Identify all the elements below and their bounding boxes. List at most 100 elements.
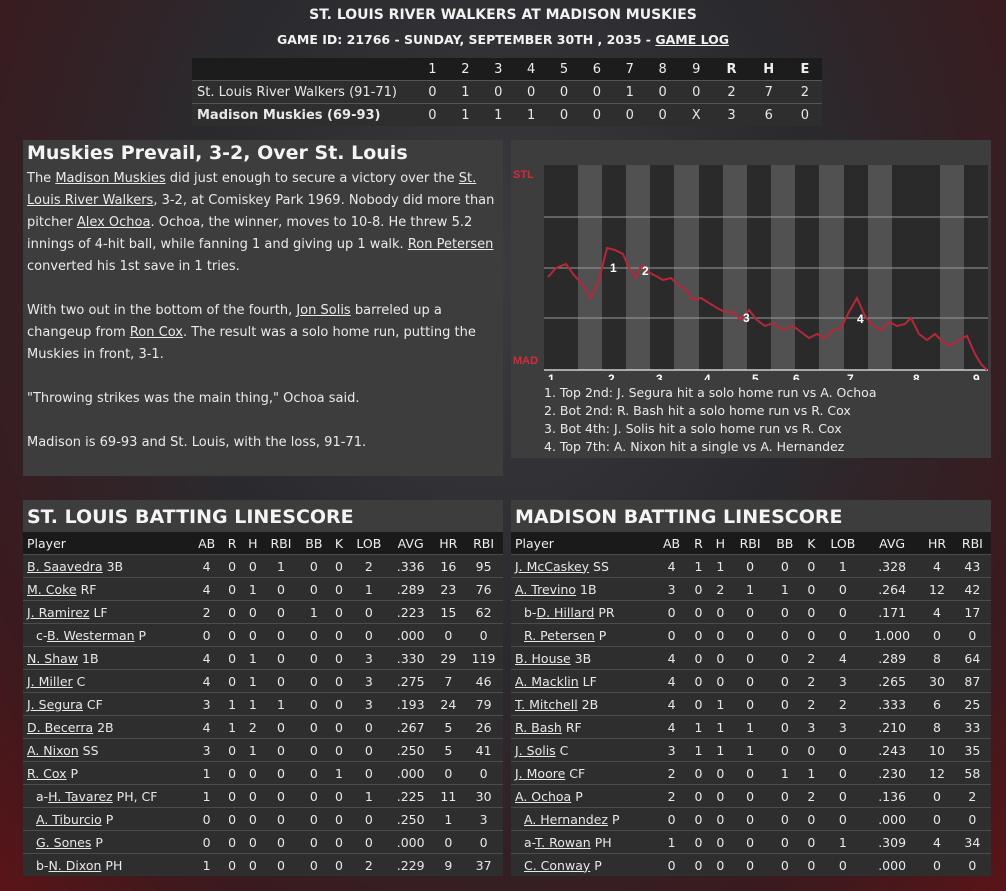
batting-col-header: LOB — [830, 535, 856, 551]
player-link[interactable]: J. Segura — [27, 696, 83, 712]
stat-cell: 1 — [202, 857, 211, 873]
player-link[interactable]: J. Ramirez — [27, 604, 90, 620]
stat-cell: 3 — [807, 719, 816, 735]
stat-cell: 0 — [694, 834, 703, 850]
player-link[interactable]: B. House — [515, 650, 571, 666]
key-play-note: 2. Bot 2nd: R. Bash hit a solo home run … — [544, 403, 851, 418]
batting-row: c-B. Westerman P 0 0 0 0 0 0 0.000 0 0 — [23, 623, 503, 647]
player-link[interactable]: T. Rowan — [535, 834, 591, 850]
player-link[interactable]: A. Tiburcio — [36, 811, 102, 827]
player-position: 2B — [577, 696, 599, 712]
player-position: 2B — [93, 719, 114, 735]
stat-cell: 6 — [933, 696, 941, 712]
batting-row: R. Petersen P 0 0 0 0 0 0 0 1.000 0 0 — [511, 623, 991, 647]
linescore-team-name[interactable]: St. Louis River Walkers (91-71) — [197, 84, 397, 100]
story-paragraph-1: The Madison Muskies did just enough to s… — [27, 171, 495, 274]
story-link[interactable]: Alex Ochoa — [76, 215, 151, 230]
stat-cell: 0 — [933, 627, 941, 643]
stat-cell: 0 — [746, 627, 755, 643]
key-play-marker[interactable]: 3 — [743, 311, 750, 325]
player-link[interactable]: B. Saavedra — [27, 558, 103, 574]
stat-cell: 26 — [475, 719, 492, 735]
player-link[interactable]: J. Solis — [515, 742, 556, 758]
player-link[interactable]: M. Coke — [27, 581, 77, 597]
batting-col-header: LOB — [356, 535, 382, 551]
player-link[interactable]: G. Sones — [36, 834, 92, 850]
player-link[interactable]: A. Trevino — [515, 581, 577, 597]
story-link[interactable]: Madison Muskies — [55, 171, 166, 186]
stat-cell: 0 — [780, 834, 789, 850]
story-link[interactable]: Jon Solis — [296, 303, 351, 318]
stat-cell: 0 — [694, 696, 703, 712]
player-link[interactable]: D. Becerra — [27, 719, 94, 735]
stat-cell: .336 — [396, 558, 425, 574]
stat-cell: 0 — [364, 719, 373, 735]
stat-cell: 0 — [667, 811, 676, 827]
player-link[interactable]: A. Nixon — [27, 742, 79, 758]
player-link[interactable]: J. Miller — [27, 673, 73, 689]
player-link[interactable]: H. Tavarez — [48, 788, 113, 804]
player-link[interactable]: A. Ochoa — [515, 788, 572, 804]
player-link[interactable]: D. Hillard — [536, 604, 595, 620]
player-link[interactable]: N. Dixon — [48, 857, 102, 873]
linescore-cell: 1 — [461, 107, 470, 123]
player-link[interactable]: J. McCaskey — [515, 558, 590, 574]
stat-cell: 0 — [228, 742, 237, 758]
player-link[interactable]: N. Shaw — [27, 650, 79, 666]
mad-batting-title: MADISON BATTING LINESCORE — [515, 506, 843, 528]
sub-prefix: a- — [36, 788, 49, 804]
stat-cell: 1 — [667, 834, 676, 850]
stat-cell: 0 — [933, 857, 941, 873]
stat-cell: 0 — [309, 857, 318, 873]
player-link[interactable]: B. Westerman — [46, 627, 135, 643]
linescore-cell: 0 — [658, 107, 667, 123]
stat-cell: 1 — [746, 581, 755, 597]
story-link[interactable]: St. Louis River Walkers — [27, 171, 477, 208]
player-link[interactable]: R. Cox — [27, 765, 67, 781]
key-play-marker[interactable]: 1 — [610, 261, 617, 275]
stat-cell: 1 — [248, 696, 257, 712]
player-cell: C. Conway P — [511, 854, 655, 877]
inning-tick-label: 9 — [973, 372, 980, 380]
player-link[interactable]: A. Hernandez — [524, 811, 608, 827]
batting-row: T. Mitchell 2B 4 0 1 0 0 2 2.333 6 25 — [511, 692, 991, 716]
stat-cell: 8 — [933, 650, 941, 666]
stat-cell: 15 — [440, 604, 457, 620]
inning-linescore: 1 2 3 4 5 6 7 8 9 R H E St. Louis River Walkers (91… — [192, 58, 822, 126]
player-position: 3B — [102, 558, 124, 574]
batting-row: A. Hernandez P 0 0 0 0 0 0 0.000 0 0 — [511, 807, 991, 831]
key-play-marker[interactable]: 4 — [857, 312, 864, 326]
game-log-link[interactable]: GAME LOG — [655, 32, 729, 47]
stat-cell: 0 — [838, 811, 847, 827]
stat-cell: .333 — [878, 696, 907, 712]
key-play-marker[interactable]: 2 — [642, 264, 649, 278]
stat-cell: 0 — [716, 811, 725, 827]
stat-cell: 4 — [202, 719, 211, 735]
linescore-col-3: 3 — [494, 61, 503, 77]
player-link[interactable]: R. Petersen — [524, 627, 595, 643]
linescore-team-name[interactable]: Madison Muskies (69-93) — [197, 107, 381, 123]
linescore-cell: 2 — [800, 84, 810, 100]
player-link[interactable]: T. Mitchell — [515, 696, 578, 712]
mad-batting-table: Player AB R H RBI BB K LOB AVG HR RBI J. McCaskey … — [511, 532, 991, 876]
batting-col-header: RBI — [473, 535, 495, 551]
story-link[interactable]: Ron Petersen — [407, 237, 494, 252]
stat-cell: 4 — [933, 558, 941, 574]
stat-cell: 0 — [694, 765, 703, 781]
stat-cell: 0 — [780, 558, 789, 574]
player-link[interactable]: J. Moore — [515, 765, 566, 781]
stat-cell: .265 — [878, 673, 907, 689]
batting-row: C. Conway P 0 0 0 0 0 0 0.000 0 0 — [511, 853, 991, 877]
stat-cell: .250 — [396, 742, 425, 758]
stat-cell: 0 — [248, 834, 257, 850]
stat-cell: 2 — [807, 696, 816, 712]
stat-cell: 0 — [444, 627, 453, 643]
stat-cell: 0 — [780, 627, 789, 643]
stat-cell: 0 — [364, 811, 373, 827]
stat-cell: 9 — [444, 857, 453, 873]
player-link[interactable]: C. Conway — [524, 857, 591, 873]
story-link[interactable]: Ron Cox — [129, 325, 183, 340]
story-paragraph-3: "Throwing strikes was the main thing," O… — [27, 391, 360, 406]
player-link[interactable]: A. Macklin — [515, 673, 579, 689]
player-link[interactable]: R. Bash — [515, 719, 562, 735]
